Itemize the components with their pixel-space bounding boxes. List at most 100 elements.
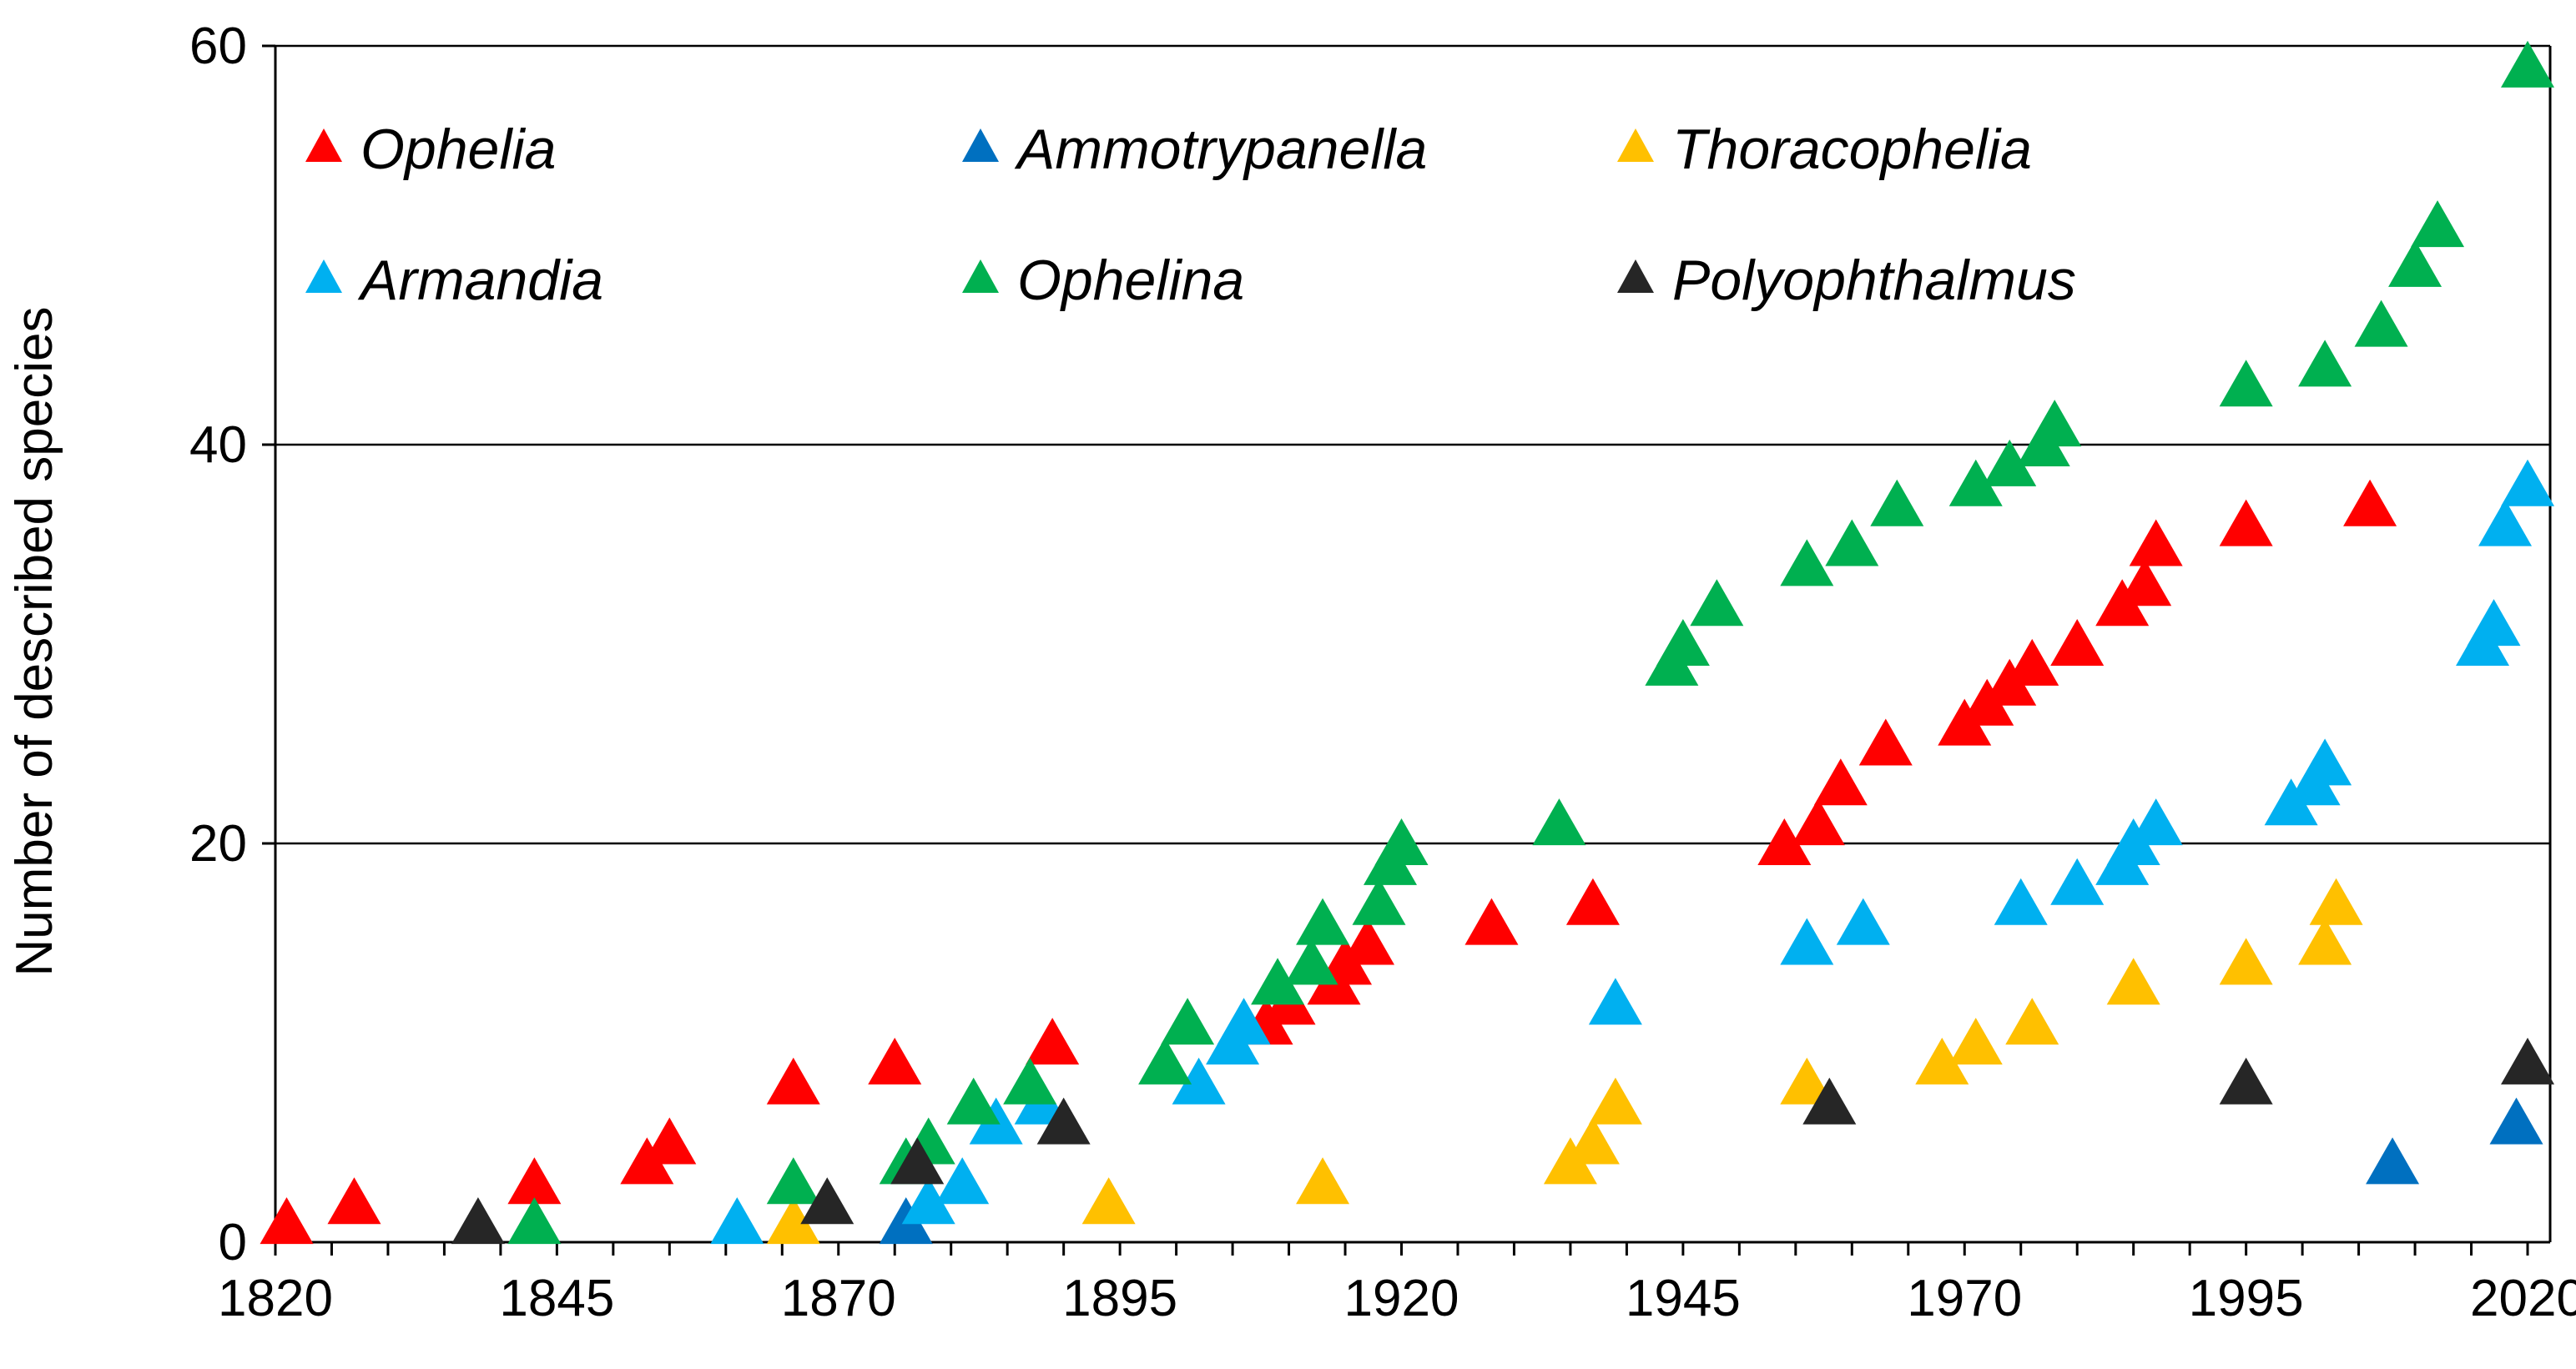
point-ophelina-17 — [1690, 579, 1744, 627]
point-ophelina-5 — [1003, 1057, 1057, 1105]
point-ophelina-10 — [1296, 898, 1350, 945]
y-tick-label-0: 0 — [219, 1214, 247, 1271]
legend-marker-armandia — [305, 259, 342, 293]
point-ammotrypanella-1 — [2366, 1137, 2420, 1185]
legend-label-ophelia: Ophelia — [360, 118, 556, 181]
legend-item-polyophthalmus: Polyophthalmus — [1617, 249, 2076, 312]
x-tick-label-1970: 1970 — [1907, 1270, 2022, 1327]
point-thoracophelia-13 — [2309, 878, 2363, 925]
legend-label-polyophthalmus: Polyophthalmus — [1672, 249, 2076, 312]
point-armandia-1 — [901, 1177, 955, 1225]
point-ophelia-25 — [2118, 559, 2172, 606]
point-ophelina-1 — [766, 1157, 820, 1205]
point-ophelina-20 — [1870, 479, 1924, 526]
x-tick-label-1820: 1820 — [218, 1270, 333, 1327]
point-thoracophelia-0 — [766, 1197, 820, 1245]
legend: Ophelia Ammotrypanella Thoracophelia Armand… — [305, 118, 2076, 312]
point-armandia-11 — [1994, 878, 2048, 925]
point-armandia-22 — [2501, 459, 2555, 506]
legend-marker-thoracophelia — [1617, 128, 1654, 162]
point-ophelina-29 — [2411, 200, 2465, 248]
point-ophelina-21 — [1948, 459, 2003, 506]
legend-marker-ophelia — [305, 128, 342, 162]
y-axis-title: Number of described species — [6, 307, 63, 977]
point-thoracophelia-9 — [2005, 998, 2059, 1045]
series-ophelina — [507, 40, 2555, 1245]
x-tick-label-1845: 1845 — [499, 1270, 614, 1327]
legend-marker-ammotrypanella — [962, 128, 999, 162]
series-polyophthalmus — [451, 1037, 2555, 1245]
point-ophelina-0 — [507, 1197, 562, 1245]
point-ophelia-6 — [868, 1037, 922, 1085]
point-ophelia-28 — [2343, 479, 2397, 526]
point-ophelia-0 — [260, 1197, 314, 1245]
legend-item-armandia: Armandia — [305, 249, 603, 312]
y-tick-label-40: 40 — [189, 416, 247, 474]
point-thoracophelia-6 — [1780, 1057, 1834, 1105]
point-thoracophelia-8 — [1948, 1018, 2003, 1064]
point-ammotrypanella-2 — [2489, 1097, 2543, 1145]
point-armandia-20 — [2467, 599, 2521, 647]
point-ophelina-9 — [1284, 938, 1338, 985]
legend-item-ophelia: Ophelia — [305, 118, 556, 181]
point-ophelia-15 — [1757, 818, 1812, 865]
point-ophelia-27 — [2219, 499, 2273, 546]
point-armandia-9 — [1836, 898, 1890, 945]
point-ophelina-7 — [1161, 998, 1215, 1045]
point-ophelina-22 — [1983, 439, 2037, 486]
point-ophelina-14 — [1532, 798, 1586, 846]
point-ophelia-14 — [1565, 878, 1620, 925]
point-ophelina-6 — [1138, 1037, 1192, 1085]
x-tick-label-1920: 1920 — [1344, 1270, 1459, 1327]
point-ophelina-28 — [2388, 239, 2442, 287]
point-ophelia-2 — [507, 1157, 562, 1205]
point-armandia-7 — [1217, 998, 1271, 1045]
point-polyophthalmus-4 — [1802, 1077, 1857, 1125]
series-thoracophelia — [766, 878, 2363, 1245]
legend-label-thoracophelia: Thoracophelia — [1672, 118, 2032, 181]
point-polyophthalmus-0 — [451, 1197, 505, 1245]
point-ophelina-16 — [1656, 619, 1710, 666]
point-ophelina-8 — [1251, 958, 1305, 1005]
point-ophelia-5 — [766, 1057, 820, 1105]
point-polyophthalmus-5 — [2219, 1057, 2273, 1105]
point-ophelia-4 — [643, 1117, 697, 1165]
point-thoracophelia-1 — [1081, 1177, 1136, 1225]
legend-label-ammotrypanella: Ammotrypanella — [1014, 118, 1427, 181]
point-armandia-10 — [1588, 978, 1642, 1025]
point-thoracophelia-4 — [1565, 1117, 1620, 1165]
point-ophelina-4 — [946, 1077, 1001, 1125]
point-ophelia-17 — [1813, 758, 1868, 806]
point-polyophthalmus-2 — [890, 1137, 945, 1185]
y-tick-label-60: 60 — [189, 18, 247, 75]
point-polyophthalmus-3 — [1036, 1097, 1091, 1145]
point-ophelina-19 — [1825, 519, 1879, 566]
point-armandia-5 — [1172, 1057, 1226, 1105]
point-ophelina-27 — [2354, 299, 2408, 347]
point-thoracophelia-12 — [2298, 918, 2352, 965]
point-thoracophelia-7 — [1915, 1037, 1969, 1085]
point-thoracophelia-2 — [1296, 1157, 1350, 1205]
point-polyophthalmus-1 — [800, 1177, 854, 1225]
point-thoracophelia-11 — [2219, 938, 2273, 985]
point-ophelina-13 — [1374, 818, 1429, 865]
legend-item-ophelina: Ophelina — [962, 249, 1244, 312]
axes — [262, 44, 2552, 1256]
point-armandia-18 — [2298, 738, 2352, 786]
tick-labels: 0 20 40 60 1820 1845 1870 1895 1920 1945 1970 1995 2… — [189, 18, 2576, 1327]
point-armandia-15 — [2129, 798, 2183, 846]
point-ophelia-12 — [1341, 918, 1395, 965]
point-armandia-12 — [2050, 858, 2105, 905]
point-thoracophelia-10 — [2106, 958, 2160, 1005]
x-tick-label-2020: 2020 — [2470, 1270, 2576, 1327]
legend-marker-ophelina — [962, 259, 999, 293]
point-ophelia-22 — [2005, 638, 2059, 686]
point-ophelina-18 — [1780, 539, 1834, 586]
point-ophelia-26 — [2129, 519, 2183, 566]
point-armandia-0 — [710, 1197, 764, 1245]
legend-label-armandia: Armandia — [357, 249, 603, 312]
point-ophelia-23 — [2050, 619, 2105, 666]
point-armandia-8 — [1780, 918, 1834, 965]
point-armandia-21 — [2478, 499, 2533, 546]
